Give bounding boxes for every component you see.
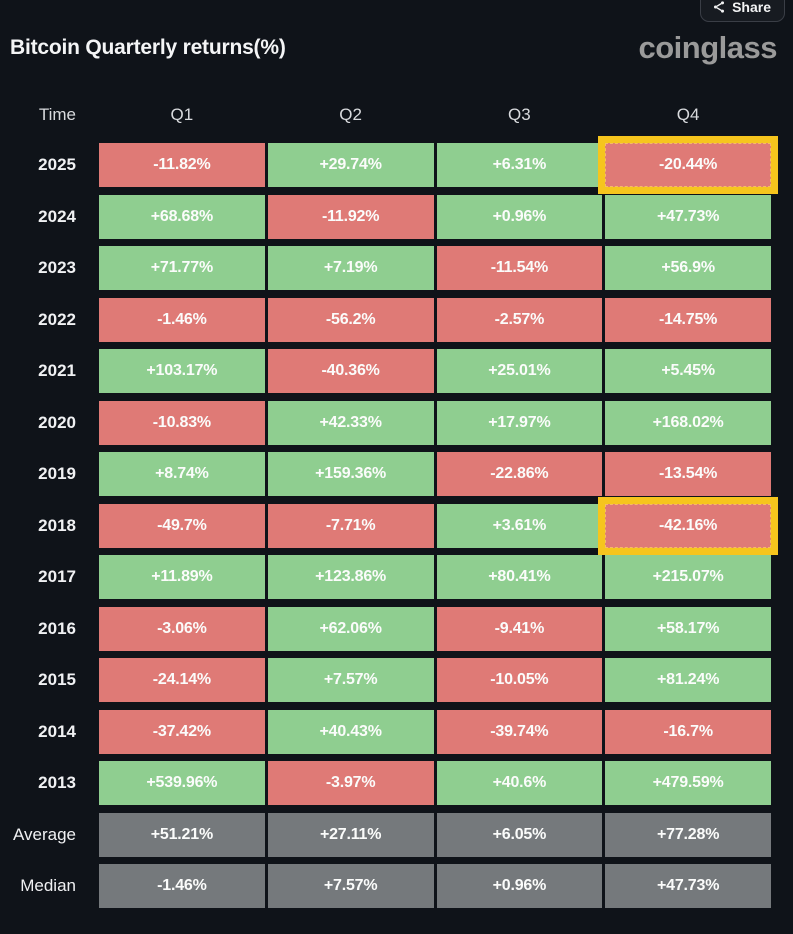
table-header-row: Time Q1 Q2 Q3 Q4 — [0, 103, 771, 127]
row-label-2020: 2020 — [38, 412, 76, 432]
title-row: Bitcoin Quarterly returns(%) coinglass — [10, 26, 777, 70]
row-label-2016: 2016 — [38, 618, 76, 638]
return-cell-2014-q1: -37.42% — [99, 709, 265, 754]
return-cell-2023-q4: +56.9% — [605, 246, 771, 290]
row-label-2023: 2023 — [38, 258, 76, 277]
return-cell-2013-q4: +479.59% — [605, 761, 771, 805]
column-header-q4: Q4 — [676, 105, 700, 124]
return-cell-2024-q1: +68.68% — [99, 194, 265, 239]
return-cell-2021-q4: +5.45% — [605, 349, 771, 393]
coinglass-logo: coinglass — [638, 30, 778, 65]
table-body: 2025 -11.82% +29.74% +6.31% -20.44% 2024 +68.6… — [0, 143, 771, 908]
return-cell-2013-q3: +40.6% — [436, 761, 603, 805]
row-label-2015: 2015 — [38, 670, 76, 689]
page-title: Bitcoin Quarterly returns(%) — [10, 36, 286, 59]
return-cell-2013-q2: -3.97% — [267, 761, 434, 805]
return-cell-2019-q3: -22.86% — [436, 452, 603, 496]
return-cell-2018-q1: -49.7% — [99, 503, 265, 548]
share-button-label: Share — [732, 0, 771, 15]
return-cell-2015-q2: +7.57% — [267, 658, 434, 702]
row-label-2014: 2014 — [38, 721, 76, 741]
row-label-2025: 2025 — [38, 155, 76, 174]
share-button[interactable]: Share — [700, 0, 785, 22]
column-header-q2: Q2 — [339, 105, 362, 124]
return-cell-2022-q1: -1.46% — [99, 297, 265, 342]
return-cell-median-q4: +47.73% — [605, 864, 771, 908]
return-cell-2017-q2: +123.86% — [267, 555, 434, 599]
return-cell-2023-q1: +71.77% — [99, 246, 265, 290]
returns-table: Time Q1 Q2 Q3 Q4 2025 -11.82% +29.74% +6.31% -20… — [0, 103, 771, 908]
return-cell-2019-q4: -13.54% — [605, 452, 771, 496]
return-cell-2018-q2: -7.71% — [267, 503, 434, 548]
return-cell-2017-q1: +11.89% — [99, 555, 265, 599]
row-label-2019: 2019 — [38, 464, 76, 483]
return-cell-2025-q3: +6.31% — [436, 143, 603, 187]
row-label-2017: 2017 — [38, 567, 76, 586]
return-cell-2014-q3: -39.74% — [436, 709, 603, 754]
return-cell-2021-q2: -40.36% — [267, 349, 434, 393]
return-cell-2013-q1: +539.96% — [99, 761, 265, 805]
return-cell-2020-q4: +168.02% — [605, 400, 771, 445]
return-cell-2018-q3: +3.61% — [436, 503, 603, 548]
return-cell-2016-q4: +58.17% — [605, 606, 771, 651]
return-cell-2025-q4: -20.44% — [605, 143, 771, 187]
return-cell-2016-q3: -9.41% — [436, 606, 603, 651]
return-cell-2017-q3: +80.41% — [436, 555, 603, 599]
return-cell-2016-q1: -3.06% — [99, 606, 265, 651]
return-cell-2018-q4: -42.16% — [605, 503, 771, 548]
return-cell-2021-q1: +103.17% — [99, 349, 265, 393]
return-cell-2022-q2: -56.2% — [267, 297, 434, 342]
row-label-2018: 2018 — [38, 515, 76, 535]
return-cell-2023-q2: +7.19% — [267, 246, 434, 290]
return-cell-2022-q4: -14.75% — [605, 297, 771, 342]
return-cell-2022-q3: -2.57% — [436, 297, 603, 342]
column-header-q1: Q1 — [170, 105, 194, 124]
column-header-q3: Q3 — [508, 105, 531, 124]
return-cell-2025-q1: -11.82% — [99, 143, 265, 187]
row-label-2022: 2022 — [38, 309, 76, 329]
return-cell-2025-q2: +29.74% — [267, 143, 434, 187]
return-cell-2015-q4: +81.24% — [605, 658, 771, 702]
share-icon — [712, 0, 726, 14]
return-cell-2024-q3: +0.96% — [436, 194, 603, 239]
return-cell-2020-q2: +42.33% — [267, 400, 434, 445]
row-label-2021: 2021 — [38, 361, 76, 380]
return-cell-average-q4: +77.28% — [605, 812, 771, 857]
row-label-2024: 2024 — [38, 206, 76, 226]
row-label-median: Median — [20, 876, 76, 895]
return-cell-2016-q2: +62.06% — [267, 606, 434, 651]
row-label-average: Average — [12, 824, 76, 844]
return-cell-median-q2: +7.57% — [267, 864, 434, 908]
return-cell-2020-q1: -10.83% — [99, 400, 265, 445]
return-cell-2024-q2: -11.92% — [267, 194, 434, 239]
return-cell-2015-q3: -10.05% — [436, 658, 603, 702]
row-label-2013: 2013 — [38, 773, 76, 792]
return-cell-2019-q2: +159.36% — [267, 452, 434, 496]
return-cell-2023-q3: -11.54% — [436, 246, 603, 290]
return-cell-2017-q4: +215.07% — [605, 555, 771, 599]
return-cell-2014-q4: -16.7% — [605, 709, 771, 754]
return-cell-2021-q3: +25.01% — [436, 349, 603, 393]
return-cell-2024-q4: +47.73% — [605, 194, 771, 239]
return-cell-average-q1: +51.21% — [99, 812, 265, 857]
return-cell-median-q3: +0.96% — [436, 864, 603, 908]
return-cell-median-q1: -1.46% — [99, 864, 265, 908]
return-cell-2019-q1: +8.74% — [99, 452, 265, 496]
return-cell-2015-q1: -24.14% — [99, 658, 265, 702]
return-cell-average-q3: +6.05% — [436, 812, 603, 857]
return-cell-2020-q3: +17.97% — [436, 400, 603, 445]
return-cell-2014-q2: +40.43% — [267, 709, 434, 754]
return-cell-average-q2: +27.11% — [267, 812, 434, 857]
column-header-time: Time — [38, 105, 76, 124]
